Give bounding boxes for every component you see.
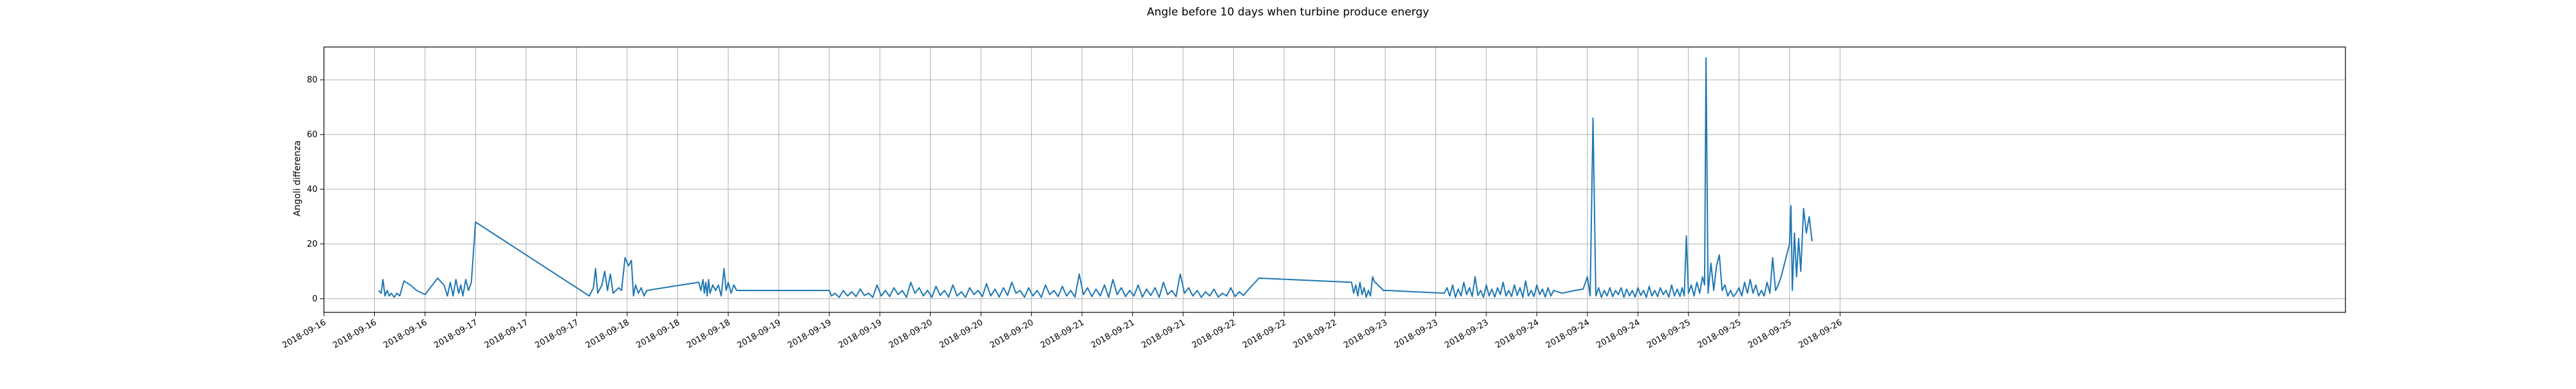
x-tick-label: 2018-09-16: [382, 318, 429, 350]
x-tick-label: 2018-09-20: [938, 318, 985, 350]
x-tick-label: 2018-09-25: [1696, 318, 1743, 350]
x-tick-label: 2018-09-24: [1595, 318, 1642, 350]
x-tick-label: 2018-09-25: [1645, 318, 1692, 350]
x-tick-label: 2018-09-26: [1797, 318, 1844, 350]
x-tick-label: 2018-09-24: [1544, 318, 1591, 350]
x-tick-label: 2018-09-19: [735, 318, 782, 350]
x-tick-label: 2018-09-25: [1747, 318, 1794, 350]
x-tick-label: 2018-09-17: [533, 318, 580, 350]
x-tick-label: 2018-09-21: [1039, 318, 1086, 350]
x-tick-label: 2018-09-19: [837, 318, 884, 350]
grid: [323, 47, 2345, 312]
y-axis-title: Angoli differenza: [292, 140, 303, 216]
x-tick-label: 2018-09-17: [483, 318, 530, 350]
y-tick-label: 20: [307, 240, 317, 249]
x-tick-label: 2018-09-21: [1140, 318, 1187, 350]
x-tick-label: 2018-09-23: [1342, 318, 1389, 350]
x-tick-label: 2018-09-18: [634, 318, 681, 350]
y-tick-label: 40: [307, 185, 317, 194]
x-tick-label: 2018-09-24: [1493, 318, 1540, 350]
x-tick-label: 2018-09-21: [1090, 318, 1137, 350]
x-tick-label: 2018-09-17: [432, 318, 479, 350]
x-tick-label: 2018-09-16: [332, 318, 379, 350]
axes: 2018-09-16 2018-09-16 2018-09-16 2018-09-17…: [281, 46, 2346, 350]
y-tick-label: 80: [307, 75, 317, 85]
x-tick-label: 2018-09-22: [1241, 318, 1288, 350]
x-tick-label: 2018-09-18: [584, 318, 631, 350]
chart-title: Angle before 10 days when turbine produc…: [1147, 6, 1429, 19]
series-layer: [378, 57, 1813, 298]
x-tick-label: 2018-09-20: [887, 318, 934, 350]
series-line: [378, 57, 1813, 298]
x-tick-label: 2018-09-22: [1292, 318, 1339, 350]
x-tick-label: 2018-09-19: [786, 318, 833, 350]
x-tick-label: 2018-09-23: [1393, 318, 1440, 350]
x-tick-label: 2018-09-23: [1443, 318, 1490, 350]
x-tick-label: 2018-09-22: [1191, 318, 1238, 350]
plot-frame: [323, 46, 2346, 313]
y-tick-label: 0: [312, 294, 317, 304]
x-tick-label: 2018-09-20: [989, 318, 1036, 350]
x-tick-label: 2018-09-16: [281, 318, 328, 350]
x-tick-label: 2018-09-18: [685, 318, 732, 350]
y-tick-label: 60: [307, 130, 317, 140]
